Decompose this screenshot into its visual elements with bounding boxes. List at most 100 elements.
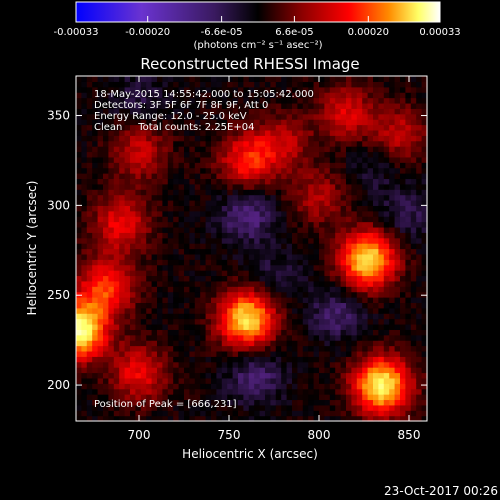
heatmap-cell: [113, 410, 120, 417]
heatmap-cell: [221, 156, 228, 163]
heatmap-cell: [335, 350, 342, 357]
heatmap-cell: [367, 167, 374, 174]
heatmap-cell: [394, 340, 401, 347]
heatmap-cell: [302, 275, 309, 282]
heatmap-cell: [108, 108, 115, 115]
heatmap-cell: [130, 264, 136, 271]
heatmap-cell: [238, 404, 244, 411]
heatmap-cell: [135, 394, 142, 401]
heatmap-cell: [76, 356, 82, 363]
heatmap-cell: [216, 394, 223, 401]
heatmap-cell: [356, 356, 363, 363]
heatmap-cell: [130, 270, 136, 277]
heatmap-cell: [308, 189, 315, 196]
heatmap-cell: [108, 167, 115, 174]
heatmap-cell: [232, 248, 239, 255]
heatmap-cell: [335, 329, 342, 336]
heatmap-cell: [329, 410, 336, 417]
heatmap-cell: [211, 92, 217, 99]
heatmap-cell: [362, 226, 369, 233]
heatmap-cell: [373, 302, 379, 309]
heatmap-cell: [389, 307, 396, 314]
heatmap-cell: [167, 410, 174, 417]
heatmap-cell: [297, 237, 304, 244]
heatmap-cell: [81, 399, 88, 406]
heatmap-cell: [265, 302, 271, 309]
heatmap-cell: [259, 404, 266, 411]
heatmap-cell: [324, 377, 331, 384]
heatmap-cell: [243, 86, 250, 93]
heatmap-cell: [319, 124, 325, 131]
heatmap-cell: [313, 178, 320, 185]
heatmap-cell: [362, 361, 369, 368]
heatmap-cell: [130, 194, 136, 201]
heatmap-cell: [292, 146, 298, 153]
heatmap-cell: [135, 113, 142, 120]
heatmap-cell: [270, 356, 277, 363]
heatmap-cell: [178, 135, 185, 142]
heatmap-cell: [173, 232, 180, 239]
heatmap-cell: [410, 162, 417, 169]
heatmap-cell: [92, 199, 99, 206]
heatmap-cell: [421, 399, 428, 406]
heatmap-cell: [76, 329, 82, 336]
heatmap-cell: [151, 248, 158, 255]
heatmap-cell: [130, 248, 136, 255]
heatmap-cell: [238, 275, 244, 282]
heatmap-cell: [76, 410, 82, 417]
heatmap-cell: [103, 129, 109, 136]
heatmap-cell: [238, 356, 244, 363]
heatmap-cell: [394, 345, 401, 352]
heatmap-cell: [405, 210, 412, 217]
heatmap-cell: [383, 377, 390, 384]
heatmap-cell: [378, 350, 385, 357]
heatmap-cell: [410, 248, 417, 255]
heatmap-cell: [92, 394, 99, 401]
heatmap-cell: [248, 394, 255, 401]
heatmap-cell: [189, 297, 196, 304]
heatmap-cell: [232, 302, 239, 309]
annotation-clean-counts: Clean Total counts: 2.25E+04: [94, 122, 254, 133]
heatmap-cell: [178, 237, 185, 244]
heatmap-cell: [302, 367, 309, 374]
heatmap-cell: [254, 280, 261, 287]
heatmap-cell: [157, 216, 163, 223]
heatmap-cell: [140, 334, 147, 341]
heatmap-cell: [205, 356, 212, 363]
heatmap-cell: [124, 350, 131, 357]
heatmap-cell: [416, 372, 423, 379]
heatmap-cell: [335, 372, 342, 379]
heatmap-cell: [86, 270, 93, 277]
heatmap-cell: [356, 76, 363, 82]
heatmap-cell: [329, 226, 336, 233]
heatmap-cell: [319, 340, 325, 347]
heatmap-cell: [329, 146, 336, 153]
heatmap-cell: [81, 76, 88, 82]
colorbar-tick-label: -0.00033: [54, 27, 99, 38]
heatmap-cell: [173, 340, 180, 347]
heatmap-cell: [216, 232, 223, 239]
heatmap-cell: [421, 318, 428, 325]
heatmap-cell: [200, 356, 207, 363]
heatmap-cell: [346, 81, 352, 88]
heatmap-cell: [243, 124, 250, 131]
heatmap-cell: [373, 253, 379, 260]
heatmap-cell: [281, 237, 288, 244]
heatmap-cell: [308, 286, 315, 293]
heatmap-cell: [297, 307, 304, 314]
heatmap-cell: [410, 129, 417, 136]
heatmap-cell: [162, 350, 169, 357]
heatmap-cell: [151, 178, 158, 185]
heatmap-cell: [157, 135, 163, 142]
heatmap-cell: [243, 226, 250, 233]
heatmap-cell: [324, 178, 331, 185]
heatmap-cell: [362, 173, 369, 180]
heatmap-cell: [416, 124, 423, 131]
heatmap-cell: [421, 129, 428, 136]
heatmap-cell: [97, 119, 104, 126]
heatmap-cell: [373, 210, 379, 217]
heatmap-cell: [119, 86, 126, 93]
heatmap-cell: [211, 135, 217, 142]
heatmap-cell: [254, 404, 261, 411]
heatmap-cell: [97, 286, 104, 293]
